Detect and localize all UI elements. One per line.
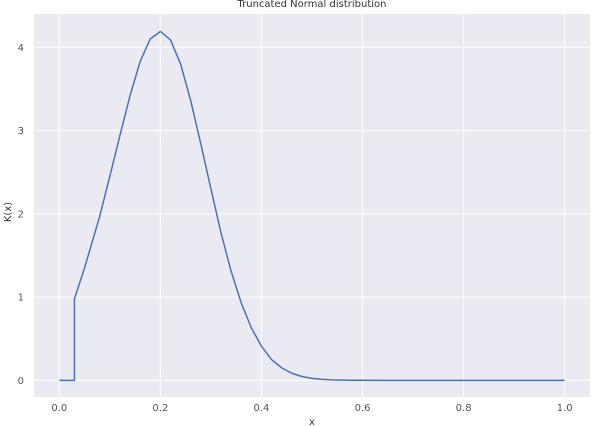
gridlines [34,14,590,397]
x-tick-label: 0.4 [254,403,270,414]
y-tick-label: 4 [18,43,24,54]
y-tick-label: 0 [18,376,24,387]
chart-title: Truncated Normal distribution [237,0,387,10]
y-tick-label: 2 [18,209,24,220]
x-tick-label: 0.6 [355,403,371,414]
x-tick-label: 0.0 [51,403,67,414]
series-line [59,30,565,382]
plot-area [34,14,590,397]
x-tick-label: 0.8 [456,403,472,414]
x-tick-label: 0.2 [152,403,168,414]
x-tick-label: 1.0 [557,403,573,414]
x-axis-label: x [309,417,315,426]
y-axis-label: K(x) [3,202,14,222]
y-tick-label: 1 [18,293,24,304]
y-tick-label: 3 [18,126,24,137]
tick-labels: 0.0 0.2 0.4 0.6 0.8 1.0 0 1 2 3 4 [18,43,573,414]
